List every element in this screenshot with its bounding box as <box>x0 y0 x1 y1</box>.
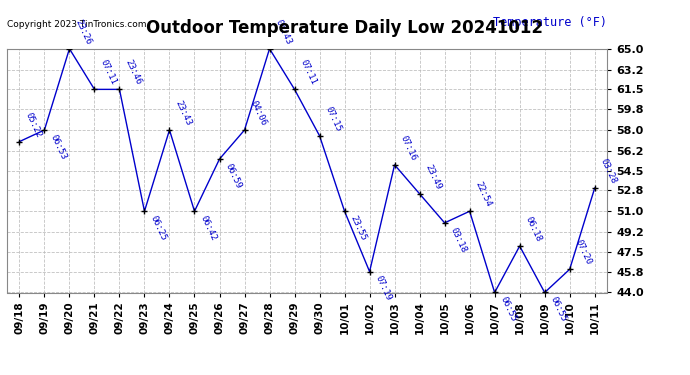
Text: 06:42: 06:42 <box>199 214 218 242</box>
Text: 06:18: 06:18 <box>524 215 543 243</box>
Text: 07:20: 07:20 <box>574 238 593 267</box>
Text: 04:06: 04:06 <box>248 99 268 127</box>
Text: Outdoor Temperature Daily Low 20241012: Outdoor Temperature Daily Low 20241012 <box>146 19 544 37</box>
Text: 03:28: 03:28 <box>599 157 618 185</box>
Text: 05:22: 05:22 <box>23 111 43 139</box>
Text: 06:55: 06:55 <box>549 295 569 324</box>
Text: 23:55: 23:55 <box>348 214 368 242</box>
Text: 06:43: 06:43 <box>274 18 293 46</box>
Text: 06:55: 06:55 <box>499 295 518 324</box>
Text: 06:59: 06:59 <box>224 162 243 190</box>
Text: Temperature (°F): Temperature (°F) <box>493 16 607 29</box>
Text: 06:53: 06:53 <box>48 133 68 161</box>
Text: 07:11: 07:11 <box>299 58 318 87</box>
Text: 23:26: 23:26 <box>74 18 93 46</box>
Text: 07:11: 07:11 <box>99 58 118 87</box>
Text: Copyright 2023 TinTronics.com: Copyright 2023 TinTronics.com <box>7 20 146 29</box>
Text: 07:16: 07:16 <box>399 134 418 162</box>
Text: 23:46: 23:46 <box>124 58 143 87</box>
Text: 03:18: 03:18 <box>448 226 469 254</box>
Text: 07:15: 07:15 <box>324 105 343 133</box>
Text: 23:43: 23:43 <box>174 99 193 127</box>
Text: 06:25: 06:25 <box>148 214 168 242</box>
Text: 22:54: 22:54 <box>474 180 493 209</box>
Text: 07:19: 07:19 <box>374 274 393 303</box>
Text: 23:49: 23:49 <box>424 163 443 191</box>
